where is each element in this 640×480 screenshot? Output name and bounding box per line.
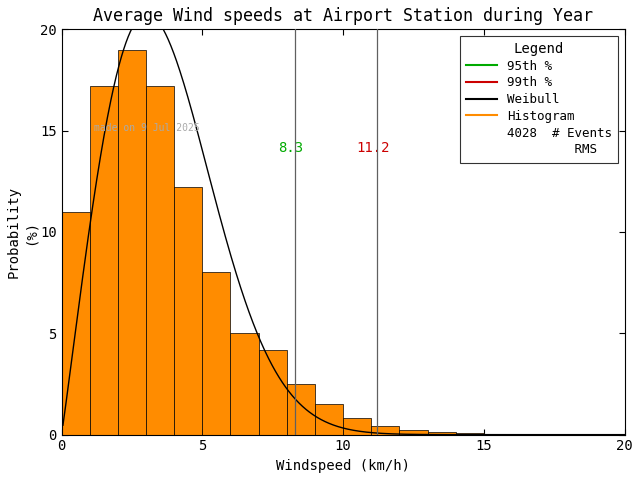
Title: Average Wind speeds at Airport Station during Year: Average Wind speeds at Airport Station d… [93,7,593,25]
Bar [202,273,230,434]
Bar [456,433,484,434]
Bar [287,384,315,434]
Bar [61,212,90,434]
Bar [230,333,259,434]
Bar [90,86,118,434]
Bar [259,349,287,434]
Bar [174,187,202,434]
Bar [146,86,174,434]
Bar [343,419,371,434]
Legend: 95th %, 99th %, Weibull, Histogram, 4028  # Events,          RMS: 95th %, 99th %, Weibull, Histogram, 4028… [460,36,618,163]
Text: made on 9 Jul 2025: made on 9 Jul 2025 [94,122,200,132]
Bar [315,404,343,434]
Text: 11.2: 11.2 [356,141,389,155]
Text: 8.3: 8.3 [278,141,303,155]
Bar [371,425,399,434]
Bar [118,49,146,434]
X-axis label: Windspeed (km/h): Windspeed (km/h) [276,459,410,473]
Y-axis label: Probability
(%): Probability (%) [7,186,37,278]
Bar [399,430,428,434]
Bar [428,432,456,434]
